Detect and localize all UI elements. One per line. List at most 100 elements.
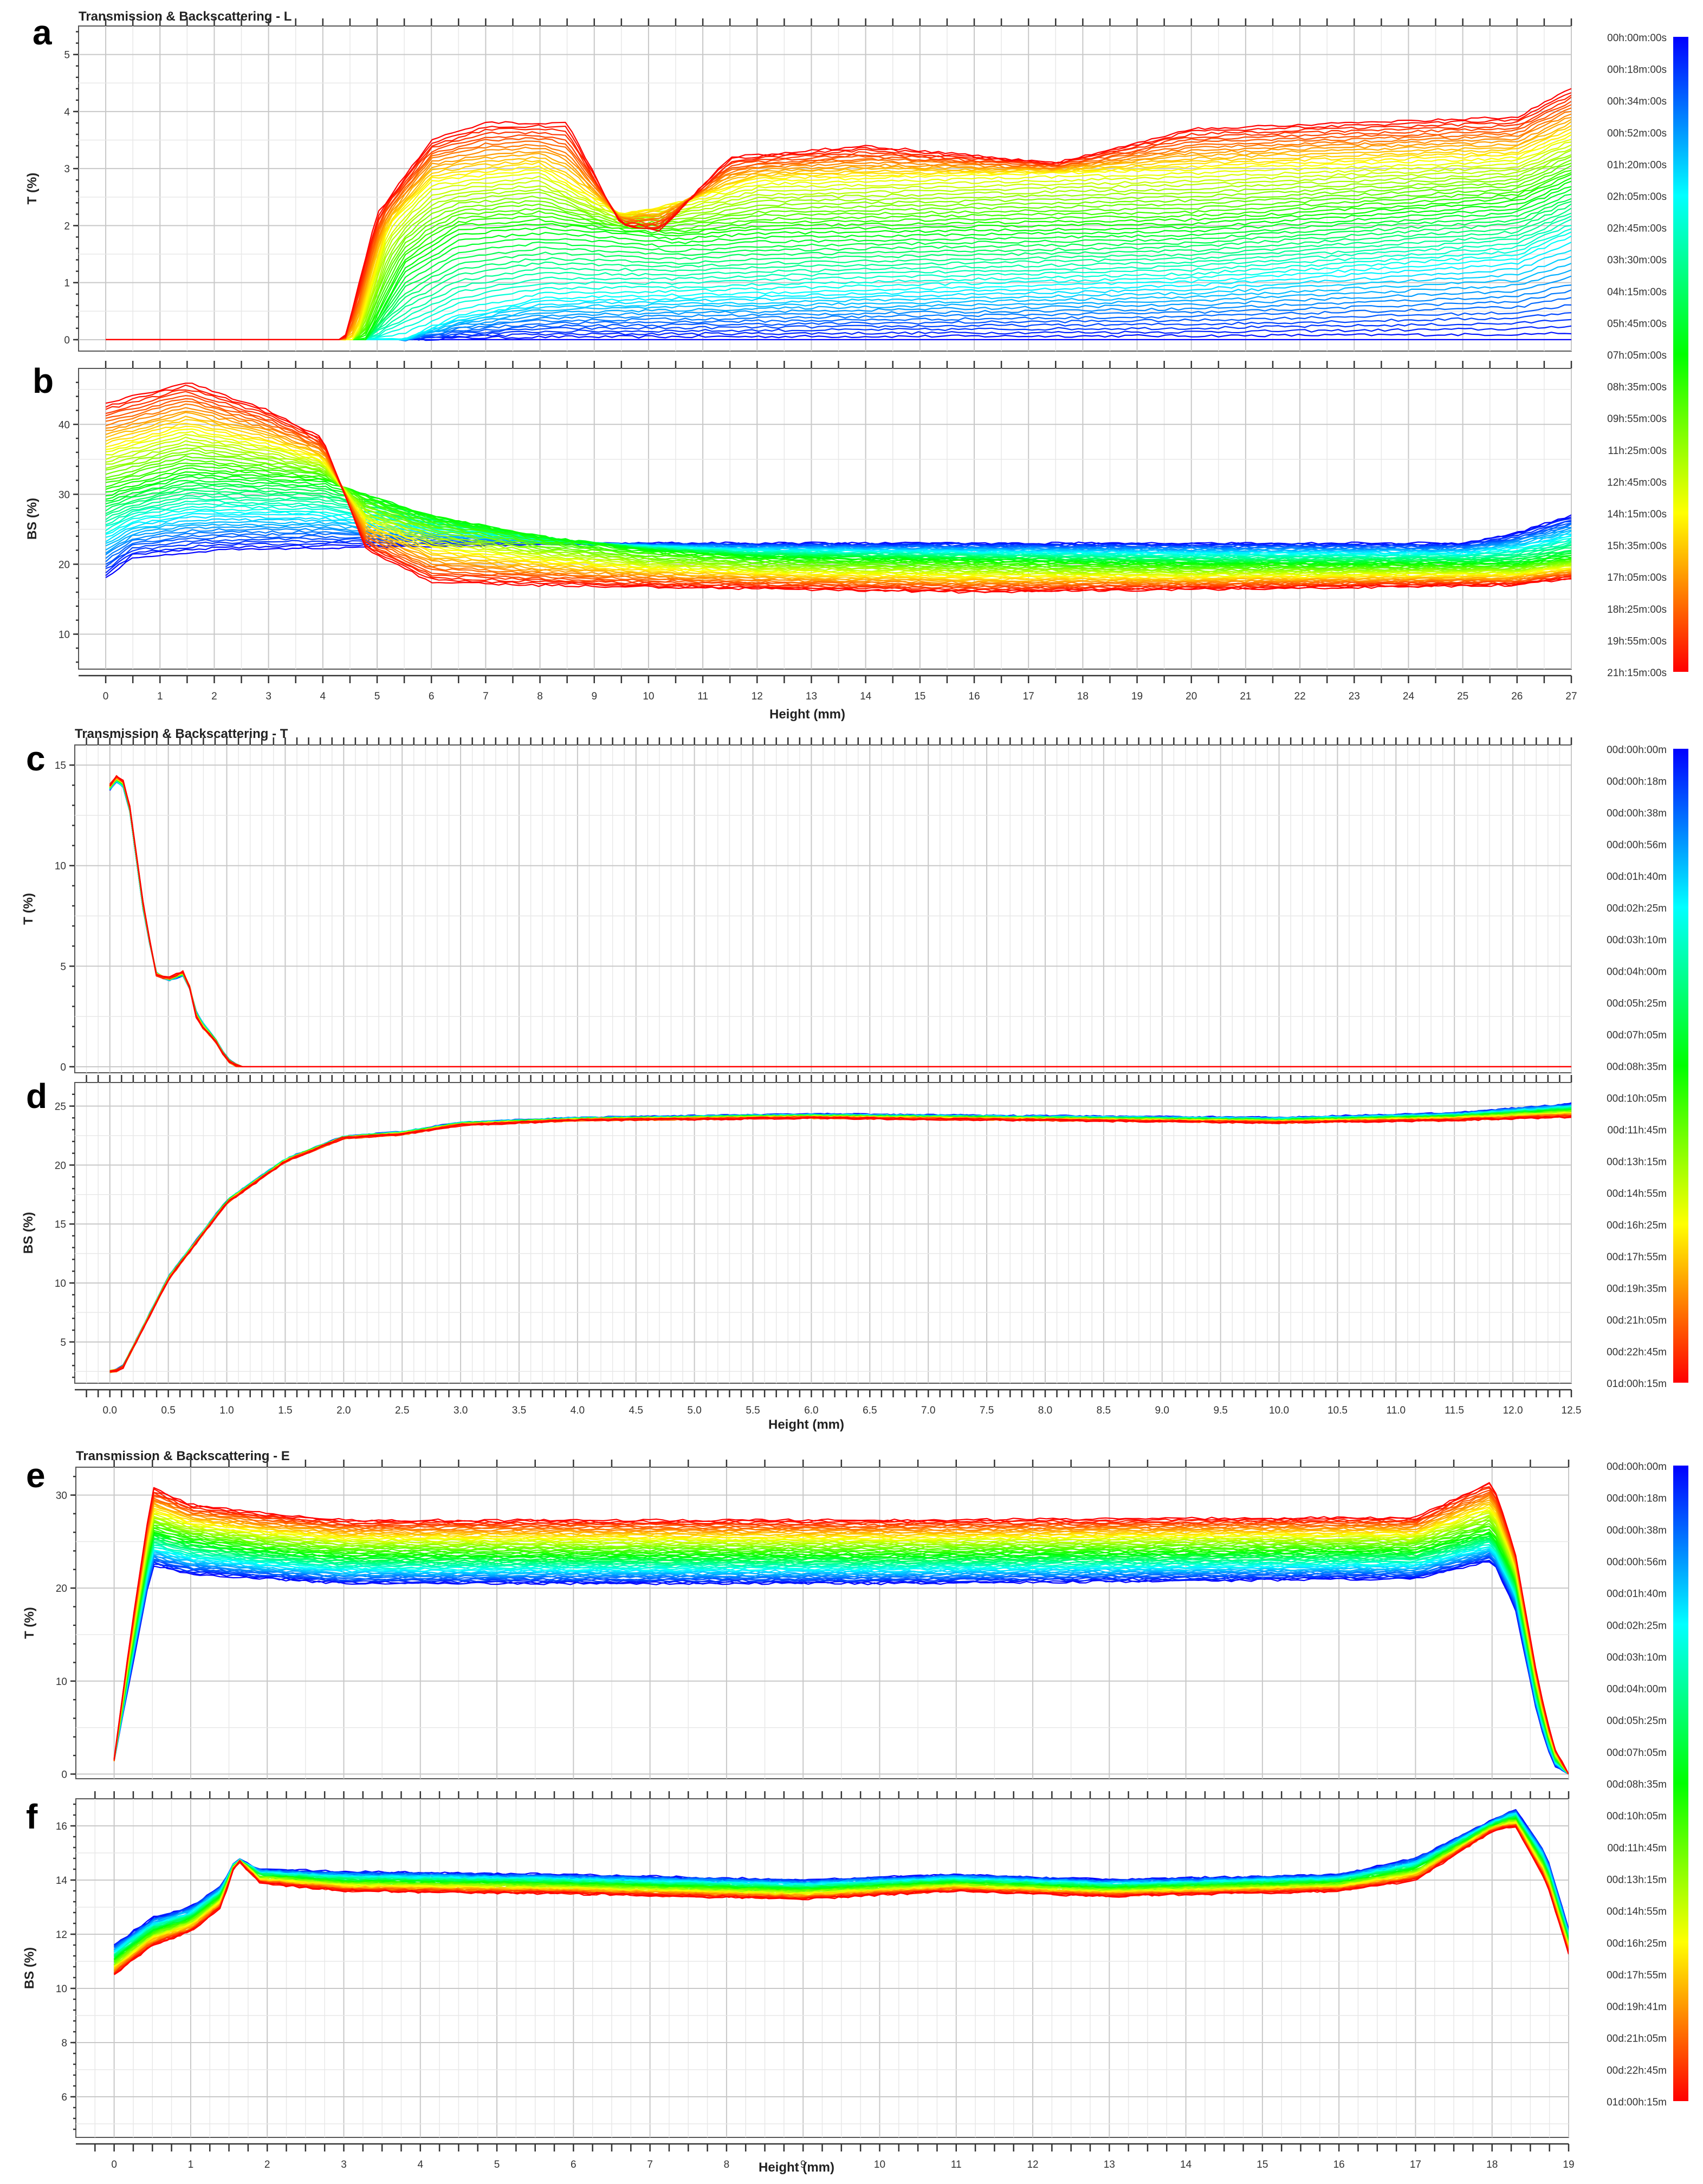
panel-b-x-tick-label: 12	[752, 691, 763, 702]
legend-time-label: 00d:17h:55m	[1607, 1969, 1667, 1981]
panel-letter-e: e	[26, 1456, 46, 1495]
panel-f-x-tick-label: 12	[1027, 2159, 1038, 2170]
legend-time-label: 00d:04h:00m	[1607, 1684, 1667, 1695]
panel-b-x-tick-label: 15	[914, 691, 925, 702]
panel-b-curve-42	[106, 433, 1571, 576]
panel-e-curve-28	[113, 1533, 1569, 1775]
panel-f-x-tick-label: 1	[188, 2159, 194, 2170]
legend-time-label: 00h:52m:00s	[1607, 128, 1667, 139]
panel-b-x-tick-label: 6	[429, 691, 435, 702]
panel-b-y-tick-label: 30	[59, 489, 70, 501]
panel-b-curve-30	[106, 471, 1571, 567]
legend-time-label: 00d:04h:00m	[1607, 967, 1667, 978]
legend-time-label: 00d:14h:55m	[1607, 1906, 1667, 1917]
panel-b-x-tick-label: 11	[697, 691, 708, 702]
panel-f-x-tick-label: 8	[724, 2159, 730, 2170]
panel-f-x-tick-label: 2	[264, 2159, 270, 2170]
legend-time-label: 14h:15m:00s	[1607, 509, 1667, 520]
panel-b-curve-59	[105, 383, 1571, 594]
panel-a-y-axis-label: T (%)	[25, 173, 40, 205]
legend-time-label: 12h:45m:00s	[1607, 477, 1667, 488]
legend-time-label: 00d:01h:40m	[1607, 871, 1667, 883]
panel-f-curve-59	[113, 1825, 1569, 1975]
panel-e-curve-34	[113, 1524, 1569, 1775]
panel-f-curves	[113, 1809, 1569, 1975]
panel-d-x-tick-label: 4.0	[571, 1405, 585, 1416]
panel-f-x-tick-label: 14	[1180, 2159, 1192, 2170]
colorbar-1	[1673, 37, 1688, 672]
block-3-time-legend: 00d:00h:00m 00d:00h:18m 00d:00h:38m 00d:00h…	[1607, 1461, 1688, 2108]
panel-b-x-tick-label: 10	[643, 691, 654, 702]
panel-d-y-tick-label: 10	[55, 1278, 66, 1289]
panel-f-curve-58	[113, 1826, 1569, 1975]
legend-time-label: 00h:18m:00s	[1607, 64, 1667, 76]
panel-e-curve-43	[113, 1509, 1569, 1775]
panel-f-x-tick-label: 13	[1104, 2159, 1115, 2170]
panel-b-x-tick-label: 8	[537, 691, 543, 702]
panel-e-y-tick-label: 0	[61, 1769, 67, 1780]
legend-time-label: 17h:05m:00s	[1607, 572, 1667, 584]
panel-e-frame	[75, 1467, 1569, 1779]
panel-f-x-tick-label: 16	[1333, 2159, 1345, 2170]
panel-b-y-tick-label: 40	[59, 419, 70, 431]
panel-d-x-tick-label: 6.0	[804, 1405, 818, 1416]
panel-a-plot: 0 1 2 3 4 5 T (%)	[25, 18, 1572, 352]
panel-c-y-tick-label: 15	[55, 760, 66, 772]
panel-f-x-tick-label: 19	[1563, 2159, 1574, 2170]
panel-f-x-tick-label: 18	[1486, 2159, 1498, 2170]
panel-c-curves	[109, 775, 1571, 1067]
panel-d-x-tick-label: 11.5	[1445, 1405, 1464, 1416]
panel-d-y-axis-label: BS (%)	[21, 1212, 36, 1254]
panel-b-x-tick-label: 20	[1186, 691, 1197, 702]
legend-time-label: 00d:00h:00m	[1607, 1461, 1667, 1473]
legend-time-label: 00d:13h:15m	[1607, 1874, 1667, 1885]
panel-e-y-axis-label: T (%)	[22, 1607, 37, 1639]
panel-d-x-tick-label: 5.0	[687, 1405, 701, 1416]
legend-time-label: 00d:00h:38m	[1607, 1525, 1667, 1536]
panel-c-y-tick-label: 5	[60, 961, 66, 973]
legend-time-label: 02h:05m:00s	[1607, 191, 1667, 203]
panel-letter-c: c	[26, 739, 46, 778]
panel-d-x-tick-label: 4.5	[629, 1405, 643, 1416]
panel-a-curve-44	[106, 134, 1571, 340]
panel-f-x-tick-label: 9	[800, 2159, 806, 2170]
panel-f-y-tick-label: 10	[56, 1984, 67, 1995]
panel-a-y-tick-label: 3	[64, 164, 70, 175]
panel-b-y-axis-label: BS (%)	[25, 498, 40, 540]
panel-e-curve-45	[113, 1506, 1569, 1775]
panel-e-curve-36	[113, 1520, 1569, 1775]
legend-time-label: 00d:19h:35m	[1607, 1284, 1667, 1295]
legend-time-label: 00d:16h:25m	[1607, 1220, 1667, 1232]
panel-b-curve-38	[105, 447, 1571, 573]
panel-f-x-tick-label: 11	[951, 2159, 962, 2170]
panel-f-x-tick-label: 3	[341, 2159, 347, 2170]
panel-letter-f: f	[26, 1797, 38, 1836]
legend-time-label: 11h:25m:00s	[1608, 445, 1667, 457]
panel-f-y-tick-label: 12	[56, 1929, 67, 1941]
panel-f-x-tick-label: 5	[494, 2159, 500, 2170]
legend-time-label: 01d:00h:15m	[1607, 1378, 1667, 1390]
panel-f-x-tick-label: 0	[111, 2159, 117, 2170]
block-1-x-axis-label: Height (mm)	[769, 707, 845, 722]
panel-f-y-tick-label: 16	[56, 1821, 67, 1832]
panel-d-x-tick-label: 8.0	[1038, 1405, 1052, 1416]
panel-b-x-tick-label: 22	[1294, 691, 1306, 702]
panel-f-y-tick-label: 14	[56, 1875, 68, 1887]
legend-time-label: 03h:30m:00s	[1607, 255, 1667, 266]
panel-f-x-tick-label: 17	[1410, 2159, 1421, 2170]
panel-a-curve-59	[106, 88, 1571, 340]
panel-d-y-tick-label: 15	[55, 1219, 66, 1230]
colorbar-3	[1673, 1466, 1688, 2101]
panel-a-curve-49	[106, 119, 1571, 340]
legend-time-label: 00d:02h:25m	[1607, 903, 1667, 915]
panel-e-curve-33	[113, 1525, 1569, 1775]
panel-b-x-tick-label: 23	[1349, 691, 1360, 702]
panel-d-x-tick-label: 8.5	[1097, 1405, 1111, 1416]
panel-b-x-tick-label: 3	[266, 691, 271, 702]
panel-a-y-tick-label: 0	[64, 335, 70, 346]
panel-d-x-tick-label: 5.5	[746, 1405, 760, 1416]
panel-a-curve-57	[106, 94, 1571, 340]
panel-b-x-tick-label: 27	[1565, 691, 1577, 702]
panel-b-x-tick-label: 13	[806, 691, 817, 702]
legend-time-label: 00d:08h:35m	[1607, 1061, 1667, 1073]
